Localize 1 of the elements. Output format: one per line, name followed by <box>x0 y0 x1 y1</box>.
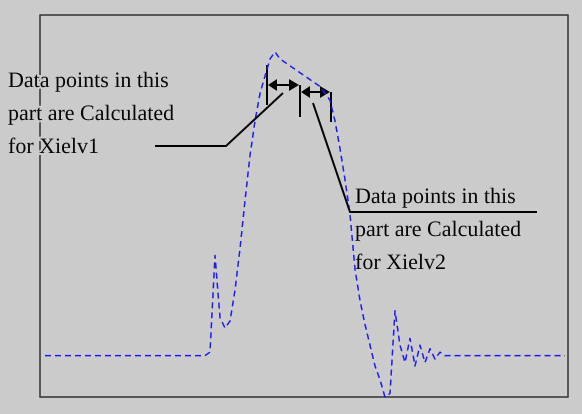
annotation: Data points in this part are Calculated for Xielv2 <box>355 183 522 274</box>
